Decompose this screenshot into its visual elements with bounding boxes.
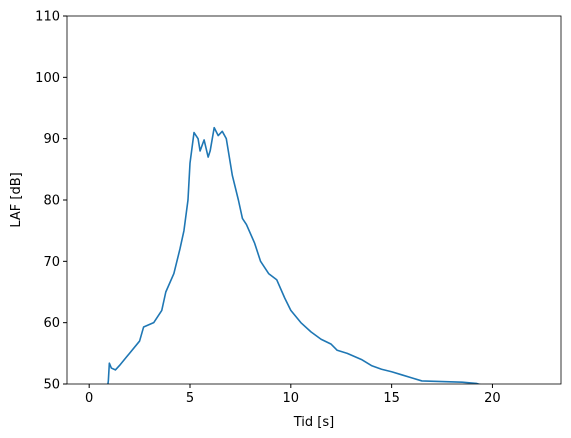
x-axis-label: Tid [s] [293, 415, 334, 430]
y-tick-label: 110 [35, 10, 60, 25]
y-tick-label: 60 [43, 316, 60, 331]
x-tick-label: 0 [85, 391, 93, 406]
y-axis-label: LAF [dB] [9, 172, 24, 227]
y-tick-label: 100 [35, 71, 60, 86]
y-tick-label: 80 [43, 194, 60, 209]
y-tick-label: 50 [43, 378, 60, 393]
x-tick-label: 5 [186, 391, 194, 406]
y-tick-label: 90 [43, 132, 60, 147]
y-tick-label: 70 [43, 255, 60, 270]
x-tick-label: 20 [484, 391, 501, 406]
data-line [107, 126, 482, 384]
x-tick-label: 15 [383, 391, 400, 406]
plot-frame [66, 15, 562, 385]
x-tick-label: 10 [283, 391, 300, 406]
